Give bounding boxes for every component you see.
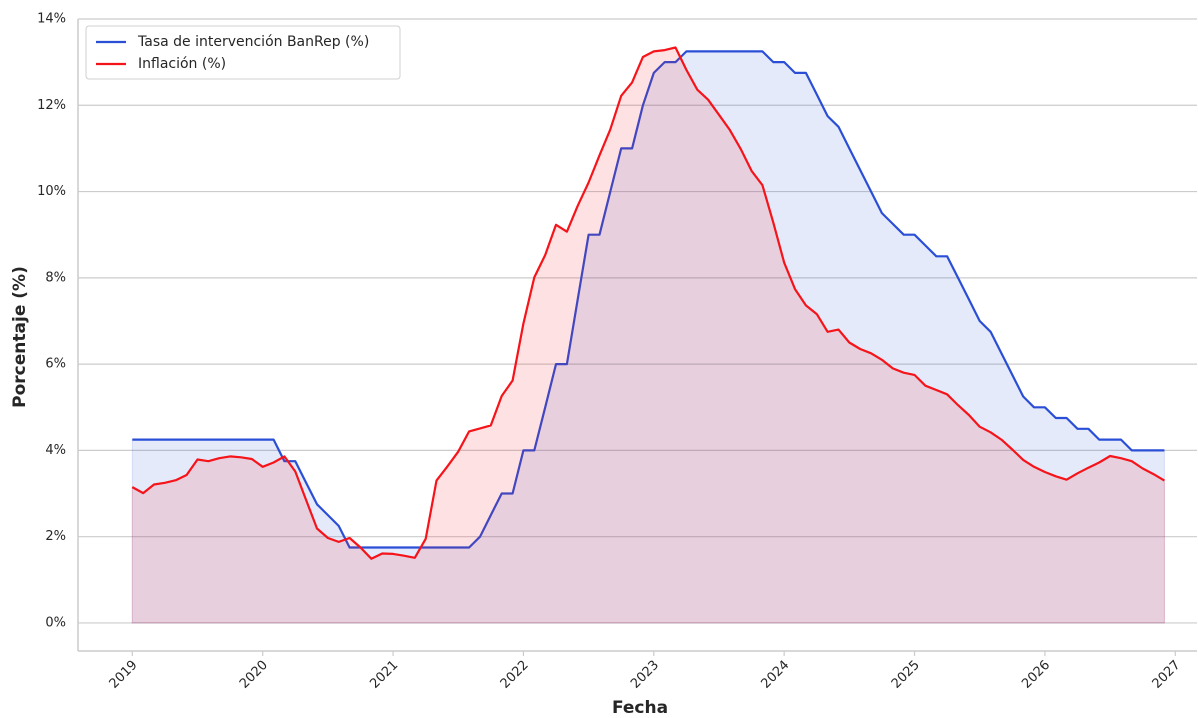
area-fill [131, 46, 1165, 624]
x-tick-label: 2020 [237, 658, 271, 692]
legend: Tasa de intervención BanRep (%) Inflación… [85, 25, 401, 80]
x-tick-label: 2019 [107, 658, 141, 692]
x-axis-label: Fecha [612, 698, 668, 718]
y-tick-label: 0% [45, 615, 66, 630]
x-tick-label: 2024 [758, 658, 792, 692]
x-tick-label: 2022 [498, 658, 532, 692]
x-tick-label: 2026 [1019, 658, 1053, 692]
x-tick-label: 2023 [628, 658, 662, 692]
y-tick-label: 4% [45, 443, 66, 458]
y-tick-label: 10% [37, 184, 66, 199]
legend-box [85, 25, 401, 80]
y-tick-label: 8% [45, 270, 66, 285]
x-tick-label: 2027 [1150, 658, 1184, 692]
line [132, 50, 1165, 549]
line [131, 46, 1165, 560]
y-tick-label: 12% [37, 98, 66, 113]
y-tick-label: 6% [45, 357, 66, 372]
y-tick-label: 2% [45, 529, 66, 544]
legend-label: Tasa de intervención BanRep (%) [137, 34, 369, 50]
y-tick-label: 14% [37, 12, 66, 27]
y-axis-label: Porcentaje (%) [10, 266, 30, 408]
x-tick-label: 2025 [889, 658, 923, 692]
legend-label: Inflación (%) [138, 56, 226, 72]
x-tick-label: 2021 [367, 658, 401, 692]
